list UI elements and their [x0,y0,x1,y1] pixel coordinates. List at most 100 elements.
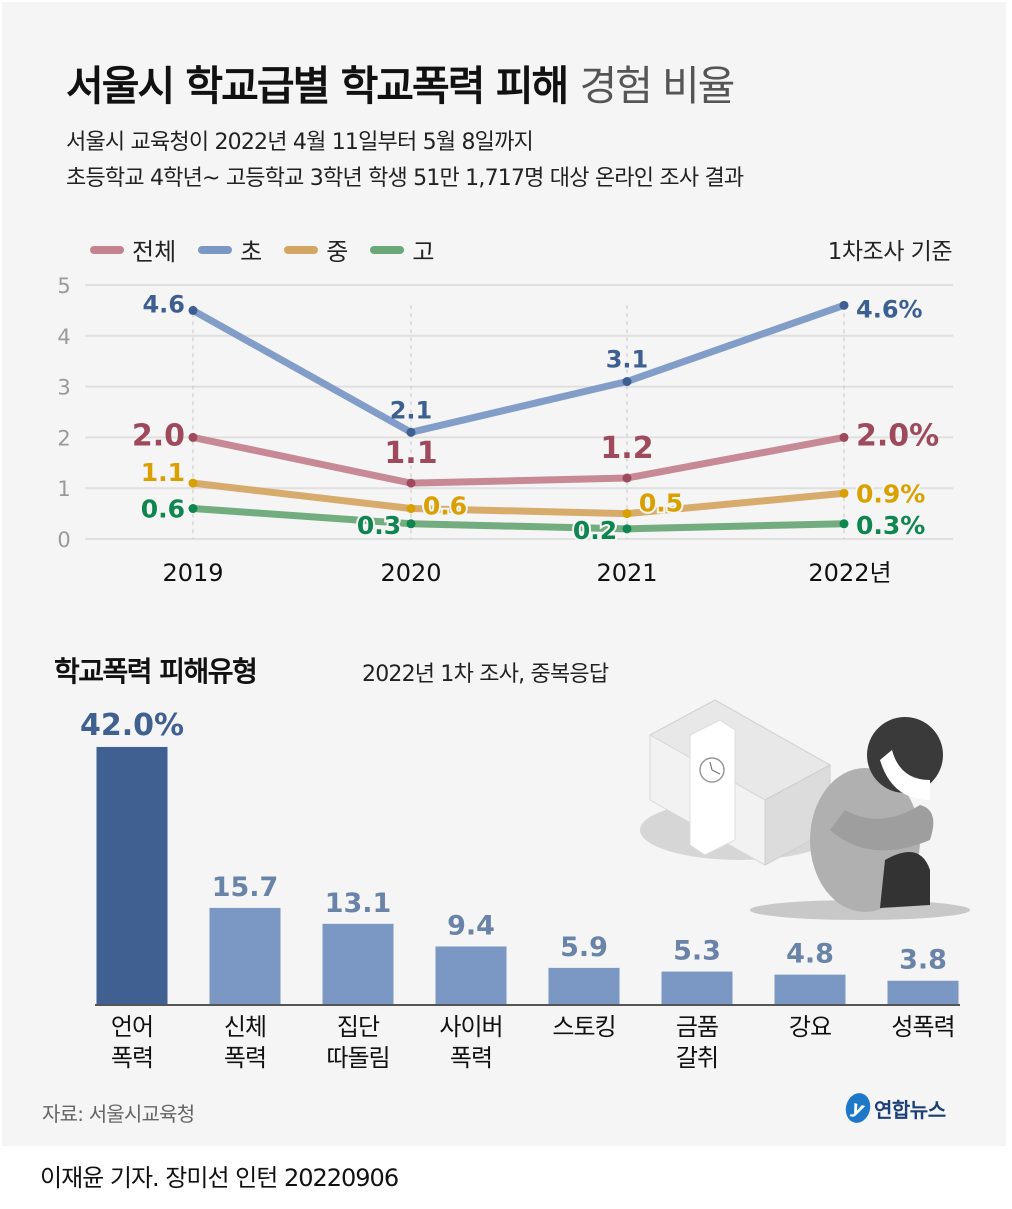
chart-legend: 전체 초 중 고 [90,232,456,267]
data-point-middle [406,504,416,514]
legend-swatch-high [370,245,405,254]
series-line-elementary [189,301,848,436]
figure-face [880,750,930,800]
data-point-high [188,504,198,514]
data-point-elementary [622,377,632,387]
data-label-total: 2.0 [132,418,185,453]
bar-category-label: 언어 폭력 [110,1013,154,1072]
data-source: 자료: 서울시교육청 [42,1102,195,1126]
data-label-total: 1.2 [600,431,653,466]
data-label-elementary: 4.6% [856,295,923,323]
data-label-middle: 0.9% [856,479,925,508]
bar-chart: 42.0% 15.7 13.1 9.4 5.9 5.3 4.8 3.8 [80,708,960,1006]
legend-item-elementary: 초 [198,232,262,267]
y-tick-label: 1 [57,477,70,501]
data-label-high: 0.3% [856,511,925,540]
data-label-high: 0.3 [357,511,401,540]
bar-category-label: 강요 [788,1013,832,1041]
data-point-total [406,478,416,488]
legend-label-elementary: 초 [240,238,263,266]
legend-item-total: 전체 [90,232,176,267]
bar-value-label: 13.1 [325,888,392,919]
bar-value-label: 4.8 [786,939,834,970]
bar-category-label: 신체 폭력 [223,1013,267,1072]
data-label-total: 2.0% [856,418,939,453]
series-line-high [189,505,848,533]
bar-category-label: 성폭력 [891,1013,955,1041]
bar-section-title: 학교폭력 피해유형 [54,655,258,688]
bar-category-label: 사이버 폭력 [439,1013,503,1072]
bar [435,946,507,1004]
page-title: 서울시 학교급별 학교폭력 피해 경험 비율 [66,52,735,112]
clock-hands [709,761,721,775]
data-label-total: 1.1 [384,436,437,471]
yonhap-logo: y 연합뉴스 [842,1090,946,1126]
x-tick-label: 2022년 [808,559,891,587]
title-bold: 서울시 학교급별 학교폭력 피해 [66,62,569,110]
data-point-high [839,519,849,529]
bar [96,746,168,1004]
illustration-school-victim [640,699,970,920]
bar-value-label: 42.0% [80,708,184,743]
data-label-middle: 0.6 [423,492,467,521]
bar [887,980,959,1004]
data-point-middle [188,478,198,488]
data-point-middle [839,488,849,498]
bar-value-label: 3.8 [899,945,947,976]
yonhap-logo-text: 연합뉴스 [874,1097,946,1122]
bar-value-label: 5.3 [673,936,721,967]
legend-swatch-total [90,245,124,254]
x-tick-label: 2020 [380,559,441,587]
bar [548,967,620,1004]
data-label-high: 0.2 [573,516,617,545]
figure-arm [830,805,934,851]
legend-swatch-elementary [198,245,233,254]
bar [661,971,733,1004]
data-label-middle: 0.5 [639,489,683,518]
legend-item-middle: 중 [284,232,348,267]
bar-section-subtitle: 2022년 1차 조사, 중복응답 [362,662,609,687]
survey-basis-note: 1차조사 기준 [827,239,953,265]
data-label-elementary: 2.1 [390,396,433,424]
y-tick-label: 3 [57,376,70,400]
y-tick-label: 5 [57,274,70,298]
legend-label-middle: 중 [326,238,349,266]
data-point-elementary [188,305,198,315]
data-point-total [188,432,198,442]
data-point-elementary [839,300,849,310]
y-tick-label: 0 [57,528,70,552]
legend-item-high: 고 [370,232,434,267]
data-point-total [839,432,849,442]
data-label-middle: 1.1 [141,458,185,487]
data-point-elementary [406,427,416,437]
series-line-total [189,433,848,487]
bar-value-label: 15.7 [212,872,279,903]
clock-tower [689,719,736,856]
bar-value-label: 5.9 [560,932,608,963]
title-light: 경험 비율 [579,62,735,110]
bar-category-label: 스토킹 [552,1013,616,1041]
data-label-high: 0.6 [141,495,185,524]
subtitle-line2: 초등학교 4학년~ 고등학교 3학년 학생 51만 1,717명 대상 온라인 … [66,166,744,191]
bar-value-label: 9.4 [447,910,495,941]
series-line-middle [189,479,848,518]
x-tick-label: 2019 [162,559,223,587]
x-tick-label: 2021 [596,559,657,587]
data-point-middle [622,509,632,519]
bar [322,923,394,1004]
legend-swatch-middle [284,245,319,254]
figure-legs [880,852,930,908]
data-point-high [406,519,416,529]
subtitle-line1: 서울시 교육청이 2022년 4월 11일부터 5월 8일까지 [66,130,534,155]
legend-label-high: 고 [412,238,435,266]
y-tick-label: 4 [57,325,70,349]
yonhap-logo-icon: y [842,1090,874,1126]
bar-category-label: 금품 갈취 [675,1013,719,1072]
data-point-total [622,473,632,483]
bar-category-label: 집단 따돌림 [326,1013,390,1072]
legend-label-total: 전체 [132,238,177,266]
byline: 이재윤 기자. 장미선 인턴 20220906 [40,1164,399,1192]
line-chart: 0 1 2 3 4 5 2019 2020 2021 2022년 4.6 2.1 3.1 4.6% 2.0 1… [57,274,953,587]
bar [774,974,846,1004]
y-tick-label: 2 [57,426,70,450]
